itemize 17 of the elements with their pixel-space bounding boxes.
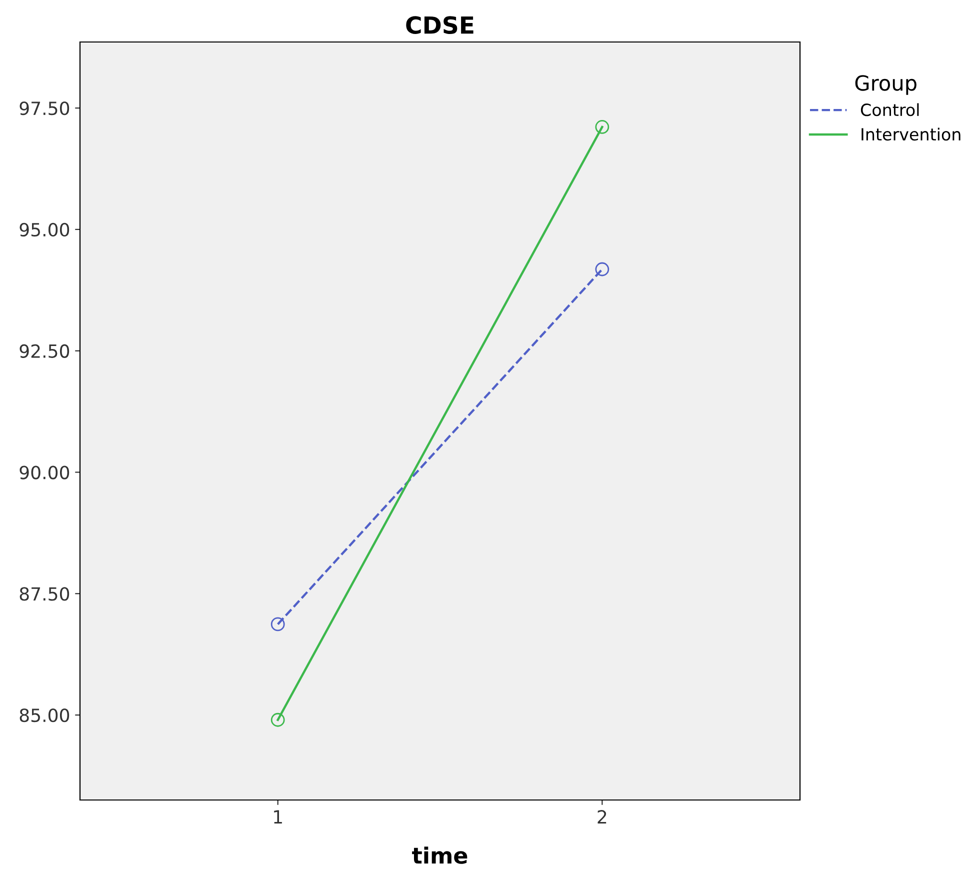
y-tick-label: 92.50	[20, 344, 70, 358]
chart-title: CDSE	[406, 16, 474, 34]
point	[595, 120, 610, 134]
point	[270, 712, 285, 727]
legend-label: Intervention	[862, 128, 960, 141]
x-axis-title: time	[412, 846, 468, 864]
legend-label: Control	[860, 103, 919, 116]
x-tick-label: 2	[598, 810, 606, 824]
y-tick-label: 85.00	[20, 708, 70, 722]
y-tick-label: 87.50	[20, 587, 70, 601]
legend-title: Group	[855, 75, 916, 95]
y-tick-label: 97.50	[20, 102, 70, 116]
point	[595, 262, 610, 276]
y-tick-label: 95.00	[20, 222, 70, 237]
x-tick-label: 1	[274, 810, 282, 824]
y-tick-label: 90.00	[20, 466, 70, 480]
point	[270, 617, 285, 632]
